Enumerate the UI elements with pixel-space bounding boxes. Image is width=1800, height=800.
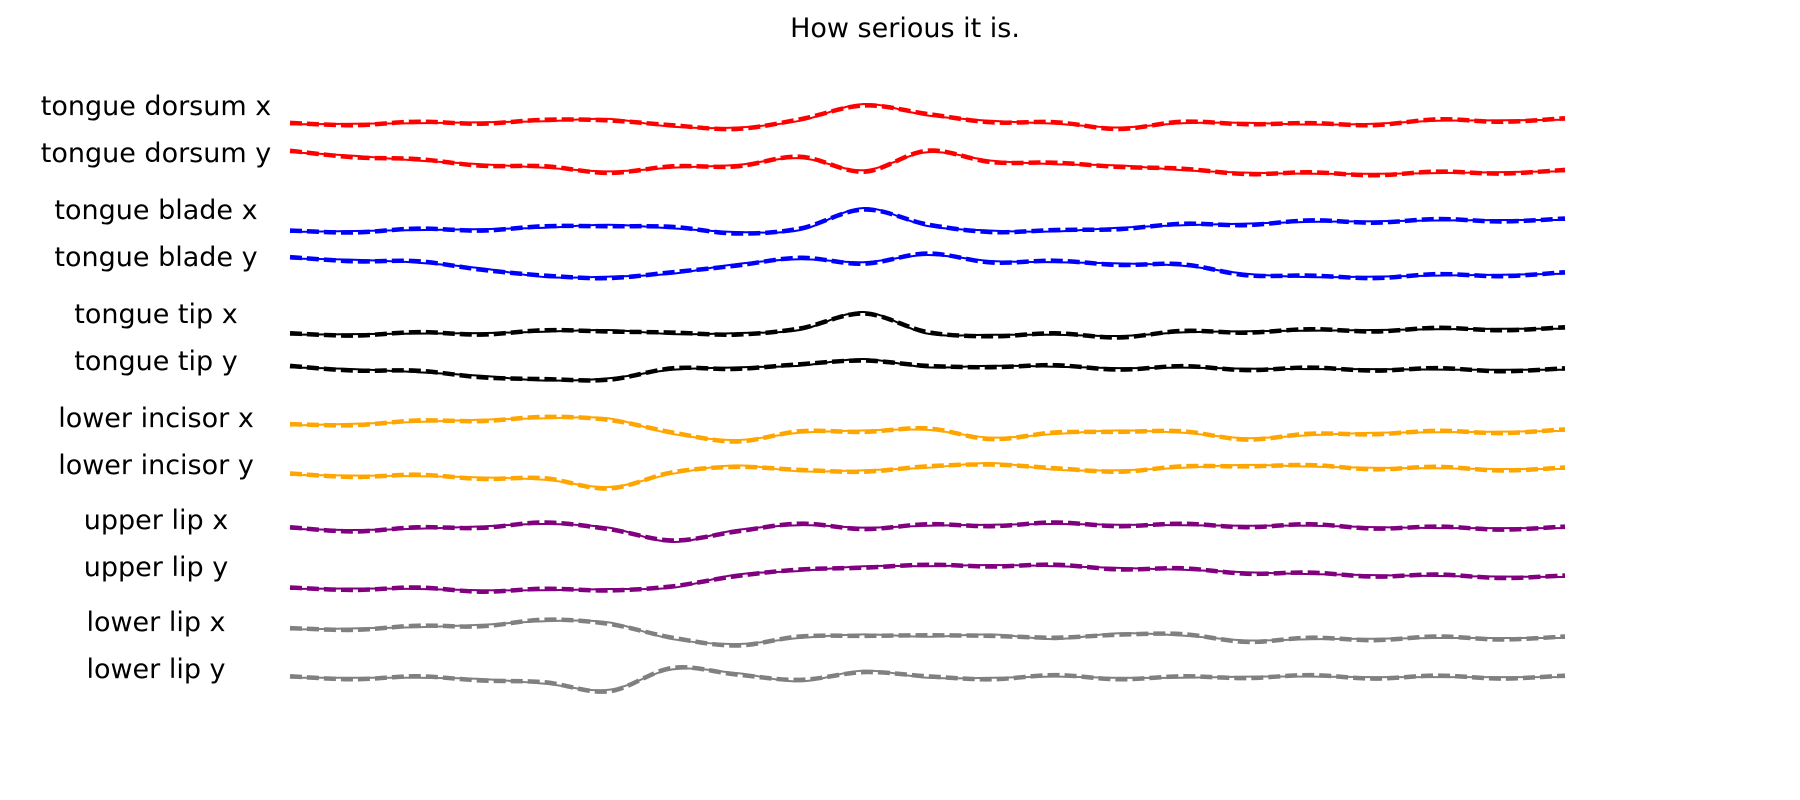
trace-dashed-tongue-tip-x xyxy=(289,311,1566,340)
trace-dashed-tongue-blade-y xyxy=(289,251,1566,281)
label-upper-lip-x: upper lip x xyxy=(84,505,228,536)
label-lower-lip-x: lower lip x xyxy=(86,607,225,638)
label-tongue-blade-y: tongue blade y xyxy=(54,242,257,273)
series-traces xyxy=(289,102,1566,694)
trace-solid-tongue-dorsum-y xyxy=(289,151,1566,175)
trace-dashed-tongue-blade-x xyxy=(289,207,1566,236)
chart-title: How serious it is. xyxy=(790,13,1020,44)
trace-dashed-lower-lip-x xyxy=(289,617,1566,648)
trace-dashed-tongue-tip-y xyxy=(289,358,1566,383)
label-lower-lip-y: lower lip y xyxy=(86,654,225,685)
trace-dashed-lower-incisor-y xyxy=(289,462,1566,491)
label-tongue-tip-x: tongue tip x xyxy=(74,299,237,330)
label-lower-incisor-y: lower incisor y xyxy=(58,450,254,481)
label-tongue-dorsum-y: tongue dorsum y xyxy=(41,138,271,169)
series-labels: tongue dorsum x tongue dorsum y tongue bla… xyxy=(41,91,271,685)
trace-dashed-upper-lip-x xyxy=(289,520,1566,543)
trace-dashed-upper-lip-y xyxy=(289,562,1566,594)
trace-dashed-tongue-dorsum-y xyxy=(289,148,1566,178)
label-tongue-blade-x: tongue blade x xyxy=(54,195,257,226)
trace-solid-lower-incisor-y xyxy=(289,461,1566,489)
label-lower-incisor-x: lower incisor x xyxy=(58,403,254,434)
label-tongue-dorsum-x: tongue dorsum x xyxy=(41,91,271,122)
label-upper-lip-y: upper lip y xyxy=(84,552,228,583)
trace-dashed-lower-lip-y xyxy=(289,665,1566,694)
trace-dashed-tongue-dorsum-x xyxy=(289,103,1566,132)
trace-dashed-lower-incisor-x xyxy=(289,414,1566,444)
trace-solid-upper-lip-y xyxy=(289,563,1566,592)
label-tongue-tip-y: tongue tip y xyxy=(74,346,237,377)
trace-solid-tongue-blade-y xyxy=(289,253,1566,279)
